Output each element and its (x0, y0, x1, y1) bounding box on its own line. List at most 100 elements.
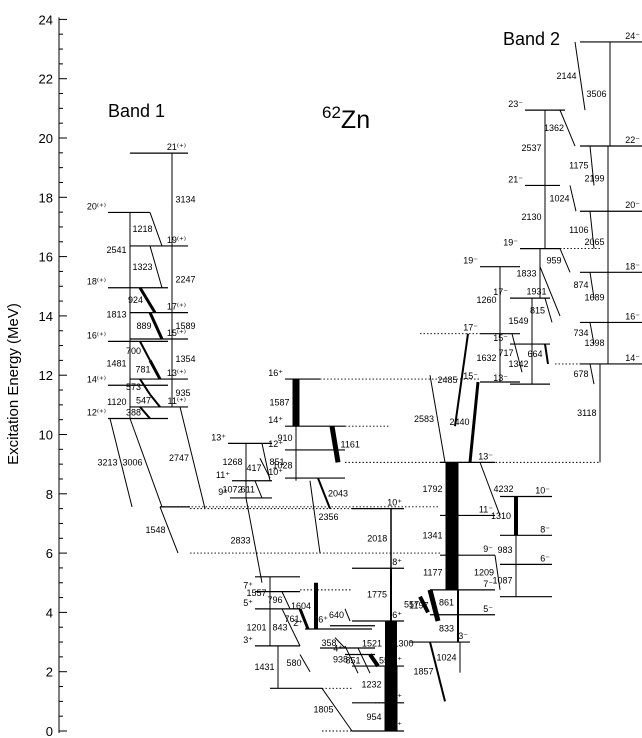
spin-label: 12⁺ (268, 439, 283, 449)
transition-arrow (129, 418, 163, 508)
transition-energy-label: 1024 (436, 652, 456, 662)
transition-energy-label: 1232 (361, 679, 381, 689)
spin-label: 19⁻ (503, 238, 518, 248)
transition-energy-label: 678 (573, 369, 588, 379)
transition-energy-label: 1548 (145, 525, 165, 535)
spin-label: 17⁻ (463, 323, 478, 333)
transition-arrow (321, 688, 353, 732)
spin-label: 5⁺ (243, 598, 253, 608)
tick-label: 12 (39, 368, 53, 383)
tick-label: 18 (39, 190, 53, 205)
spin-label: 19⁽⁺⁾ (167, 235, 186, 245)
spin-label: 16⁺ (268, 368, 283, 378)
transition-energy-label: 1024 (549, 193, 569, 203)
spin-label: 12⁽⁺⁾ (87, 407, 106, 417)
transition-arrow (544, 297, 553, 323)
transition-energy-label: 1209 (474, 568, 494, 578)
transition-energy-label: 557 (404, 600, 419, 610)
tick-label: 0 (46, 724, 53, 738)
transition-energy-label: 2199 (584, 174, 604, 184)
transition-energy-label: 889 (136, 321, 151, 331)
transition-energy-label: 358 (321, 638, 336, 648)
transition-energy-label: 1354 (176, 354, 196, 364)
spin-label: 3⁺ (243, 635, 253, 645)
spin-label: 15⁻ (463, 371, 478, 381)
spin-label: 13⁽⁺⁾ (167, 368, 186, 378)
transition-arrow (245, 497, 263, 583)
transition-energy-label: 664 (527, 349, 542, 359)
transition-energy-label: 580 (286, 658, 301, 668)
spin-label: 5⁻ (483, 604, 493, 614)
transition-energy-label: 2018 (367, 533, 387, 543)
transition-energy-label: 761 (284, 614, 299, 624)
spin-label: 7⁺ (243, 581, 253, 591)
transition-arrow (589, 272, 595, 299)
transition-energy-label: 2537 (521, 143, 541, 153)
transition-arrow (429, 375, 446, 463)
transition-energy-label: 1398 (584, 338, 604, 348)
transition-arrow (589, 211, 595, 249)
transition-energy-label: 547 (136, 396, 151, 406)
transition-energy-label: 557 (379, 655, 394, 665)
transition-energy-label: 1557 (246, 588, 266, 598)
transition-energy-label: 1323 (132, 262, 152, 272)
transition-arrow (569, 185, 577, 212)
transition-arrow (149, 393, 161, 408)
spin-label: 3⁻ (458, 631, 468, 641)
transition-arrow (479, 462, 501, 516)
spin-label: 11⁻ (479, 504, 493, 514)
tick-label: 16 (39, 250, 53, 265)
spin-label: 23⁻ (508, 99, 523, 109)
transition-energy-label: 1120 (107, 397, 126, 407)
transition-arrow (329, 425, 341, 463)
spin-label: 0⁺ (392, 720, 402, 730)
transition-energy-label: 1341 (422, 530, 442, 540)
transition-energy-label: 833 (439, 623, 454, 633)
transition-energy-label: 1689 (584, 292, 604, 302)
spin-label: 6⁻ (540, 553, 550, 563)
transition-energy-label: 3134 (176, 195, 196, 205)
transition-energy-label: 2247 (176, 274, 196, 284)
spin-label: 13⁺ (211, 432, 226, 442)
transition-arrow (589, 322, 595, 345)
band2-label: Band 2 (503, 29, 560, 49)
spin-label: 17⁽⁺⁾ (167, 302, 186, 312)
transition-energy-label: 2130 (521, 212, 541, 222)
transition-energy-label: 1805 (313, 705, 333, 715)
tick-label: 10 (39, 428, 53, 443)
spin-label: 21⁽⁺⁾ (167, 142, 186, 152)
transition-energy-label: 1175 (569, 161, 588, 171)
transition-arrow (559, 248, 571, 273)
transition-arrow (159, 506, 179, 554)
transition-energy-label: 1604 (291, 601, 311, 611)
transition-energy-label: 2833 (230, 535, 250, 545)
transition-arrow (427, 589, 441, 622)
transition-arrow (494, 555, 501, 590)
transition-energy-label: 1589 (176, 321, 196, 331)
transition-energy-label: 2541 (106, 245, 126, 255)
transition-energy-label: 1775 (367, 590, 387, 600)
axis-title: Excitation Energy (MeV) (5, 303, 22, 465)
transition-arrow (574, 41, 586, 111)
transition-energy-label: 1201 (246, 622, 266, 632)
spin-label: 17⁻ (493, 287, 508, 297)
spin-label: 20⁽⁺⁾ (87, 201, 106, 211)
transition-arrow (539, 266, 561, 317)
tick-label: 4 (46, 605, 53, 620)
transition-arrow (259, 457, 271, 479)
transition-arrow (334, 637, 346, 649)
transition-arrow (344, 645, 359, 674)
transition-energy-label: 3213 (97, 458, 117, 468)
transition-energy-label: 1632 (476, 353, 496, 363)
tick-label: 2 (46, 665, 53, 680)
transition-arrow (148, 359, 162, 380)
labels-layer: 0⁺ 2⁺ 4⁺ 6⁺ 8⁺ 10⁺ 3⁺ 2⁺ 5⁺ 7⁺ 9⁺ 11⁺ 13⁺ 10⁺ 12⁺ 14⁺ 16… (87, 31, 640, 730)
transition-energy-label: 959 (546, 255, 561, 265)
transition-energy-label: 1342 (508, 359, 528, 369)
transition-energy-label: 2583 (414, 414, 434, 424)
tick-label: 8 (46, 487, 53, 502)
spin-label: 10⁻ (535, 485, 550, 495)
transition-arrow (139, 406, 151, 420)
transition-energy-label: 1521 (362, 639, 382, 649)
